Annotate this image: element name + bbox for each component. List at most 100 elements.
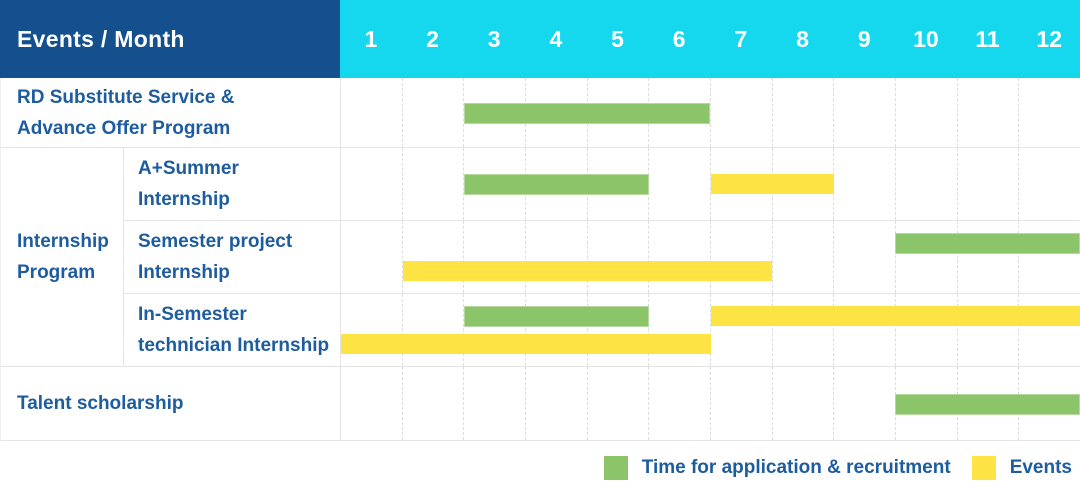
grid-cell-11	[956, 78, 1019, 147]
grid-cell-12	[1018, 221, 1080, 293]
month-header-10: 10	[913, 25, 939, 52]
legend-item-application: Time for application & recruitment	[603, 455, 951, 480]
table-row: RD Substitute Service & Advance Offer Pro…	[1, 78, 1080, 148]
row-label-line: Advance Offer Program	[17, 117, 231, 139]
grid-cell-6	[648, 148, 710, 220]
grid-cell-9	[833, 148, 895, 220]
month-grid	[341, 148, 1080, 220]
grid-cell-8	[771, 294, 834, 366]
grid-cell-5	[586, 367, 649, 440]
grid-cell-9	[833, 294, 895, 366]
month-header-6: 6	[672, 25, 686, 52]
month-header-9: 9	[857, 25, 871, 52]
row-label-line: Internship	[138, 189, 230, 210]
month-header-11: 11	[975, 25, 1000, 52]
grid-cell-8	[771, 221, 834, 293]
month-grid	[341, 78, 1080, 147]
month-header-4: 4	[549, 25, 563, 52]
grid-cell-10	[895, 78, 957, 147]
grid-cell-8	[771, 78, 834, 147]
table-header-title: Events / Month	[0, 0, 340, 78]
month-header-3: 3	[487, 25, 501, 52]
grid-cell-12	[1018, 78, 1080, 147]
grid-cell-7	[710, 78, 772, 147]
month-header-12: 12	[1036, 25, 1063, 52]
application-bar	[895, 233, 1080, 254]
grid-cell-2	[401, 221, 464, 293]
grid-cell-8	[771, 367, 834, 440]
legend-swatch-yellow	[971, 455, 996, 480]
legend-swatch-green	[603, 455, 628, 480]
grid-cell-10	[895, 221, 957, 293]
table-row: Talent scholarship	[1, 367, 1080, 441]
grid-cell-9	[833, 78, 895, 147]
grid-cell-1	[341, 367, 402, 440]
grid-cell-4	[525, 221, 587, 293]
row-label-line: Semester project	[138, 231, 293, 252]
month-grid	[341, 367, 1080, 440]
grid-cell-10	[895, 294, 957, 366]
grid-cell-9	[833, 221, 895, 293]
event-bar	[402, 261, 773, 281]
grid-cell-4	[525, 294, 587, 366]
legend-item-events: Events	[971, 455, 1072, 480]
month-grid	[341, 221, 1080, 293]
grid-cell-6	[648, 221, 710, 293]
group-row: Internship Program A+Summer Internship Seme…	[1, 148, 1080, 367]
row-label-line: A+Summer	[138, 158, 239, 179]
grid-cell-6	[648, 294, 710, 366]
legend-label-application: Time for application & recruitment	[641, 456, 951, 478]
row-label-line: Talent scholarship	[17, 393, 184, 414]
grid-cell-6	[648, 367, 710, 440]
grid-cell-10	[895, 148, 957, 220]
grid-cell-2	[401, 78, 464, 147]
grid-cell-11	[956, 148, 1019, 220]
grid-cell-5	[586, 294, 649, 366]
grid-cell-3	[463, 294, 525, 366]
application-bar	[464, 306, 649, 327]
grid-cell-1	[341, 221, 402, 293]
row-label: Talent scholarship	[1, 367, 341, 440]
month-header-2: 2	[426, 25, 439, 52]
row-label: RD Substitute Service & Advance Offer Pro…	[1, 78, 341, 147]
row-label: Semester project Internship	[124, 221, 341, 293]
row-label: A+Summer Internship	[124, 148, 341, 220]
row-label-line: technician Internship	[138, 335, 330, 356]
group-label: Internship Program	[1, 148, 124, 366]
grid-cell-7	[710, 221, 772, 293]
grid-cell-12	[1018, 148, 1080, 220]
gantt-chart: Events / Month 1 2 3 4 5 6 7 8 9 10 11 12 RD Substi…	[0, 0, 1080, 441]
month-header: 1 2 3 4 5 6 7 8 9 10 11 12	[340, 0, 1080, 78]
table-row: Semester project Internship	[124, 221, 1080, 294]
group-subrows: A+Summer Internship Semester project Intern…	[124, 148, 1080, 366]
grid-cell-1	[341, 148, 402, 220]
event-bar	[710, 306, 1080, 326]
row-label-line: Internship	[138, 262, 230, 283]
grid-cell-3	[463, 367, 525, 440]
grid-cell-5	[586, 221, 649, 293]
table-body: RD Substitute Service & Advance Offer Pro…	[0, 78, 1080, 441]
month-header-7: 7	[734, 25, 748, 52]
row-label: In-Semester technician Internship	[124, 294, 341, 366]
grid-cell-3	[463, 78, 525, 147]
grid-cell-2	[401, 294, 464, 366]
application-bar	[464, 102, 711, 124]
table-row: A+Summer Internship	[124, 148, 1080, 221]
grid-cell-11	[956, 294, 1019, 366]
table-header-row: Events / Month 1 2 3 4 5 6 7 8 9 10 11 12	[0, 0, 1080, 78]
grid-cell-12	[1018, 294, 1080, 366]
month-header-5: 5	[611, 25, 624, 52]
row-label-line: RD Substitute Service &	[17, 86, 235, 108]
legend: Time for application & recruitment Event…	[0, 441, 1080, 494]
grid-cell-9	[833, 367, 895, 440]
event-bar	[341, 334, 711, 354]
application-bar	[895, 393, 1080, 415]
month-header-1: 1	[364, 25, 378, 52]
grid-cell-3	[463, 221, 525, 293]
table-row: In-Semester technician Internship	[124, 294, 1080, 366]
grid-cell-7	[710, 367, 772, 440]
month-header-8: 8	[796, 25, 809, 52]
legend-label-events: Events	[1009, 456, 1072, 478]
row-label-line: In-Semester	[138, 304, 247, 325]
grid-cell-7	[710, 294, 772, 366]
